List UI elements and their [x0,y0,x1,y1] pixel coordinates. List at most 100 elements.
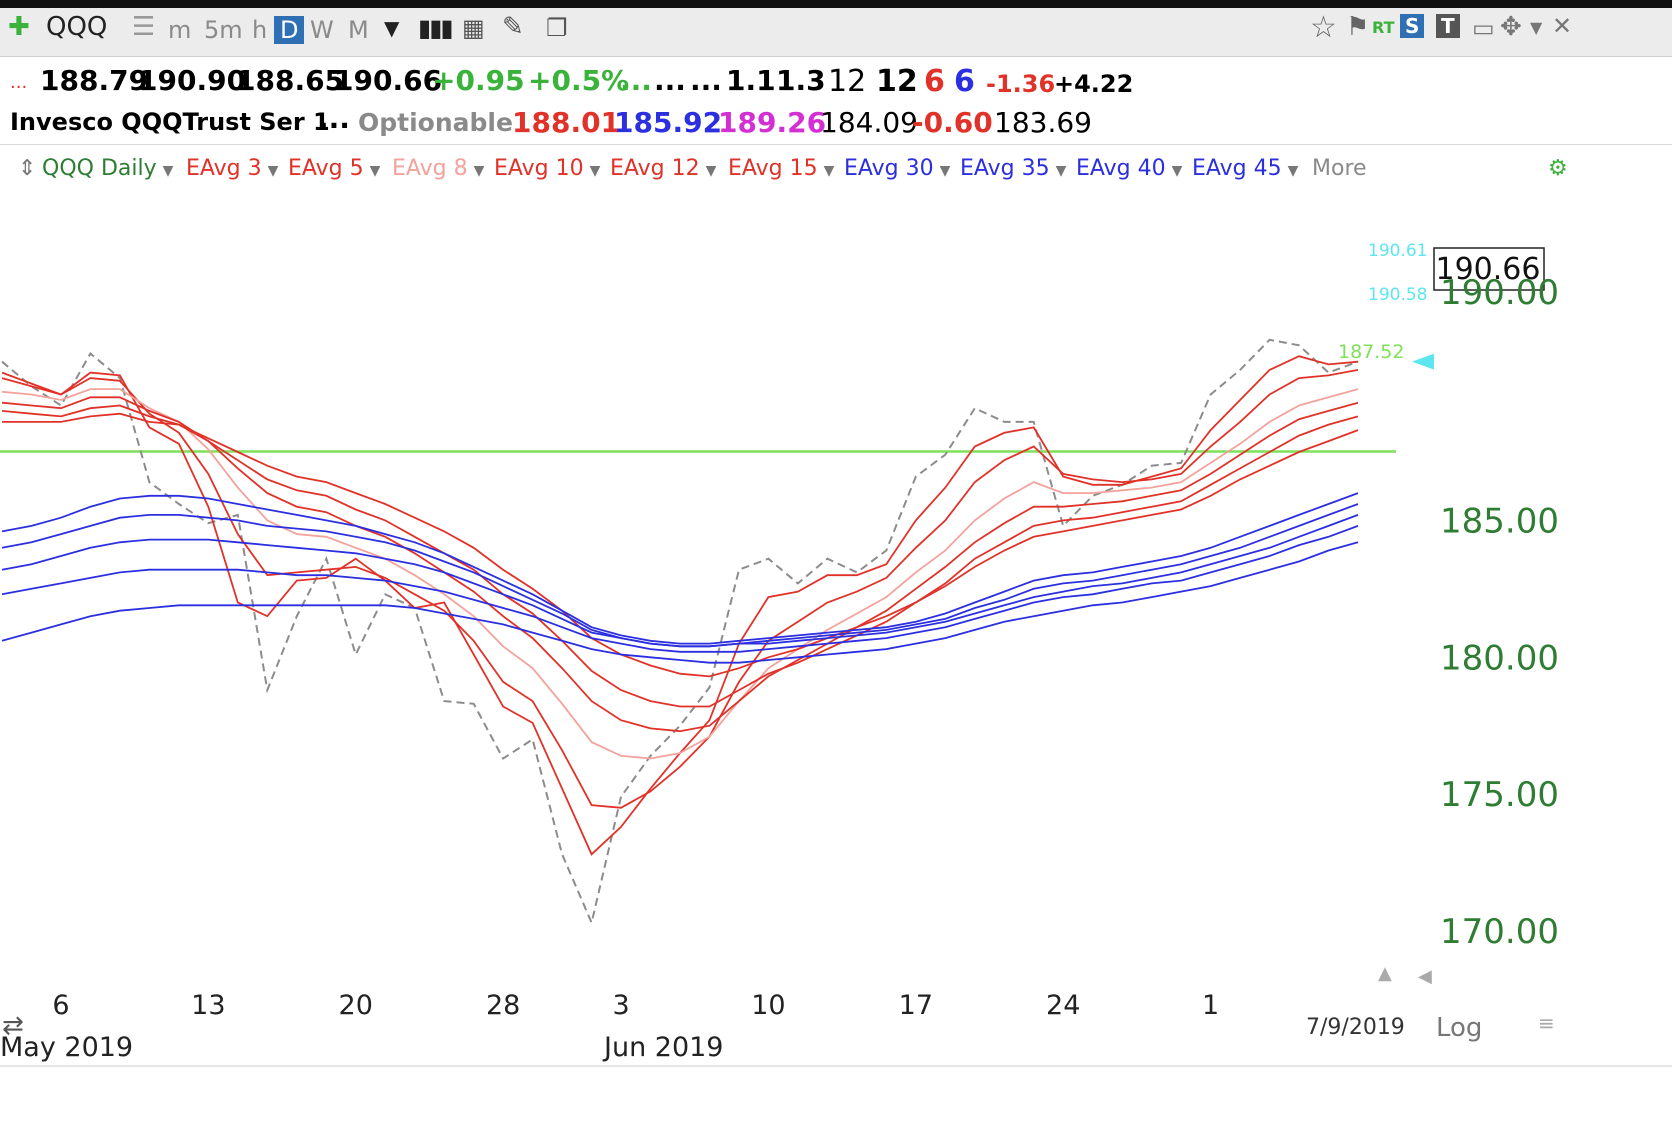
legend-eavg-15[interactable]: EAvg 15 ▼ [728,156,835,181]
value-minus-1-36: -1.36 [986,70,1056,98]
price-blue: 185.92 [614,106,723,139]
green-line-label: 187.52 [1338,341,1404,363]
toolbar: ✚ QQQ ☰ m 5m h D W M ▼ ▮▮▮ ▦ ✎ ❐ ☆ ⚑ RT … [0,0,1672,57]
moving-average-line-2 [1,369,1359,809]
optionable-label: Optionable [358,108,513,137]
low-value: 188.65 [236,64,345,97]
menu-icon[interactable]: ≡ [1538,1011,1555,1035]
moving-average-line-5 [1,404,1359,708]
legend-eavg-10[interactable]: EAvg 10 ▼ [494,156,601,181]
period-daily[interactable]: D [274,16,305,44]
open-value: 188.79 [40,64,149,97]
x-tick-label: 6 [52,990,69,1021]
price-chart[interactable]: 185.00 180.00 175.00 170.00 6 13 20 28 3 10 17 24 1… [0,192,1672,1142]
header-divider [0,144,1672,145]
moving-average-line-8 [1,503,1359,648]
cyan-label-2: 190.58 [1368,285,1427,305]
add-icon[interactable]: ✚ [8,12,30,42]
row1-dots: ... [10,72,28,93]
legend-more[interactable]: More [1312,156,1367,181]
symbol-label[interactable]: QQQ [46,12,108,42]
last-price-label: 190.66 [1436,252,1541,287]
high-value: 190.90 [138,64,247,97]
y-top-label: 190.00 [1440,273,1559,313]
legend-eavg-8[interactable]: EAvg 8 ▼ [392,156,485,181]
price-change-red: -0.60 [912,106,993,139]
price-line [1,338,1359,926]
indicator-legend: ⇕ QQQ Daily ▼ EAvg 3 ▼ EAvg 5 ▼ EAvg 8 ▼ EAv… [0,148,1672,192]
value-12b: 12 [876,64,918,99]
t-button[interactable]: T [1436,14,1460,38]
log-toggle[interactable]: Log [1436,1013,1482,1043]
legend-eavg-45[interactable]: EAvg 45 ▼ [1192,156,1299,181]
s-button[interactable]: S [1400,14,1425,38]
legend-eavg-5[interactable]: EAvg 5 ▼ [288,156,381,181]
x-tick-label: 10 [751,990,785,1021]
quote-row-2: Invesco QQQTrust Ser 1 ... Optionable 18… [0,100,1672,146]
x-tick-label: 17 [899,990,933,1021]
move-icon[interactable]: ✥ [1500,12,1522,42]
y-tick-label: 175.00 [1440,775,1559,815]
last-price-box [1433,247,1545,291]
moving-average-line-6 [2,412,1359,678]
rt-label[interactable]: RT [1372,18,1395,37]
legend-series-label[interactable]: QQQ Daily ▼ [42,156,174,181]
reorder-icon[interactable]: ⇕ [18,156,37,181]
value-plus-4-22: +4.22 [1054,70,1134,98]
dots-green: ... [620,64,652,97]
bars-icon[interactable]: ▮▮▮ [418,14,454,42]
period-label-may: May 2019 [0,1032,133,1063]
list-icon[interactable]: ☰ [132,12,156,42]
x-tick-label: 1 [1202,990,1219,1021]
price-black: 184.09 [820,106,918,139]
close-value: 190.66 [334,64,443,97]
x-tick-label: 3 [612,990,629,1021]
refresh-icon[interactable]: ⇄ [2,1011,24,1041]
period-label-jun: Jun 2019 [602,1032,723,1063]
y-tick-label: 180.00 [1440,638,1559,678]
name-dots: ... [318,102,350,135]
period-1m[interactable]: m [168,16,192,44]
security-name: Invesco QQQTrust Ser 1 [10,108,330,136]
star-icon[interactable]: ☆ [1310,10,1337,45]
chart-type-dropdown-icon[interactable]: ▼ [384,16,400,40]
period-monthly[interactable]: M [348,16,369,44]
note-icon[interactable]: ❐ [546,14,568,42]
scroll-left-icon[interactable]: ◀ [1418,966,1432,987]
moving-average-line-11 [1,541,1359,664]
y-tick-label: 170.00 [1440,912,1559,952]
moving-average-line-9 [1,514,1359,648]
dropdown-icon[interactable]: ▼ [1530,18,1543,37]
quote-row-1: ... 188.79 190.90 188.65 190.66 +0.95 +0… [0,58,1672,104]
change-pct-value: +0.5% [528,64,630,97]
price-black-2: 183.69 [994,106,1092,139]
y-tick-label: 185.00 [1440,501,1559,541]
legend-eavg-3[interactable]: EAvg 3 ▼ [186,156,279,181]
legend-eavg-30[interactable]: EAvg 30 ▼ [844,156,951,181]
window-top-edge [0,0,1672,8]
price-magenta: 189.26 [718,106,827,139]
moving-average-line-4 [1,396,1359,733]
window-icon[interactable]: ▭ [1472,14,1495,42]
value-12a: 12 [828,64,867,99]
dots-black-1: ... [654,64,686,97]
flag-icon[interactable]: ⚑ [1346,12,1370,42]
close-icon[interactable]: ✕ [1552,12,1573,40]
legend-eavg-35[interactable]: EAvg 35 ▼ [960,156,1067,181]
legend-eavg-40[interactable]: EAvg 40 ▼ [1076,156,1183,181]
x-tick-label: 28 [486,990,520,1021]
last-date-label: 7/9/2019 [1306,1015,1405,1040]
period-5m[interactable]: 5m [204,16,243,44]
moving-average-line-10 [1,525,1359,653]
legend-eavg-12[interactable]: EAvg 12 ▼ [610,156,717,181]
period-hour[interactable]: h [252,16,268,44]
cyan-label-1: 190.61 [1368,241,1427,261]
value-6-red: 6 [924,64,945,99]
settings-icon[interactable]: ⚙ [1548,156,1568,181]
price-red: 188.01 [512,106,621,139]
draw-pencil-icon[interactable]: ✎ [502,12,524,42]
grid-icon[interactable]: ▦ [462,14,485,42]
scroll-up-icon[interactable]: ▲ [1378,963,1392,984]
value-1-3: 1.3 [776,64,826,97]
period-weekly[interactable]: W [310,16,334,44]
